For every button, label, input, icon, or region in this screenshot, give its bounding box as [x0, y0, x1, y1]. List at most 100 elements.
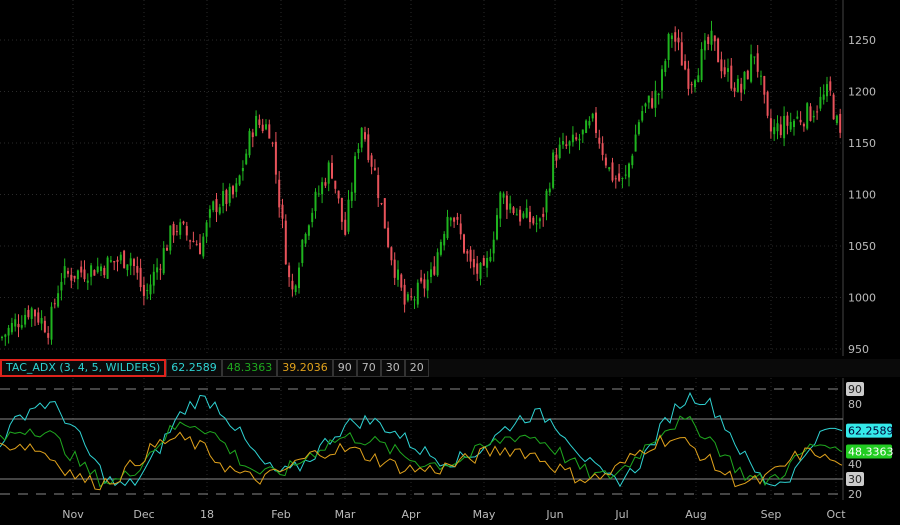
candle-body — [93, 270, 96, 276]
candle-body — [769, 118, 772, 132]
candle-body — [558, 144, 561, 159]
candle-body — [360, 127, 363, 148]
candle-body — [802, 123, 805, 127]
candle-body — [631, 155, 634, 166]
candle-body — [766, 92, 769, 116]
candle-body — [430, 269, 432, 278]
candle-body — [644, 103, 647, 107]
candle-body — [667, 34, 670, 60]
candle-body — [199, 242, 201, 255]
candle-body — [680, 42, 683, 66]
candle-body — [413, 299, 416, 301]
candle-body — [304, 233, 307, 244]
candle-body — [611, 162, 614, 181]
candle-body — [261, 124, 264, 131]
candle-body — [562, 141, 564, 145]
candle-body — [822, 94, 825, 100]
candle-body — [439, 241, 442, 255]
candle-body — [251, 132, 254, 138]
candle-body — [502, 193, 505, 198]
candle-body — [30, 308, 33, 319]
candle-body — [604, 157, 607, 166]
adx-value: 62.2589 — [166, 359, 222, 377]
candle-body — [294, 285, 297, 293]
candle-body — [522, 213, 525, 218]
candle-body — [27, 309, 30, 318]
candle-body — [614, 178, 617, 180]
candle-body — [670, 35, 673, 39]
candle-body — [383, 198, 386, 229]
candle-body — [433, 266, 436, 275]
candle-body — [661, 69, 663, 91]
candle-body — [235, 183, 238, 192]
study-label[interactable]: TAC_ADX (3, 4, 5, WILDERS) — [0, 359, 167, 377]
candle-body — [420, 277, 423, 282]
candle-body — [436, 252, 439, 276]
candle-body — [57, 293, 60, 307]
candle-body — [281, 204, 284, 219]
candle-body — [657, 93, 660, 96]
month-label: Jul — [615, 508, 629, 521]
candle-body — [390, 247, 393, 261]
candle-body — [208, 209, 211, 218]
candle-body — [733, 87, 736, 92]
candle-body — [575, 137, 578, 140]
price-chart[interactable]: 950 1000 1050 1100 1150 1200 1250 — [0, 0, 900, 356]
candle-body — [529, 211, 531, 223]
series-line-adx — [0, 391, 843, 488]
candle-body — [60, 281, 63, 291]
candle-body — [202, 236, 205, 257]
candle-body — [472, 258, 475, 268]
candle-body — [816, 111, 819, 113]
candle-body — [7, 327, 10, 336]
candle-body — [14, 319, 17, 327]
candle-body — [337, 190, 340, 199]
candle-body — [47, 333, 50, 338]
month-label: Aug — [685, 508, 707, 521]
candle-body — [796, 116, 799, 119]
y-tick-label: 90 — [848, 383, 862, 396]
candle-body — [568, 141, 571, 146]
candle-body — [598, 137, 601, 144]
candle-body — [113, 261, 116, 263]
adx-chart[interactable]: 80 40 90 30 20 62.2589 48.3363 — [0, 378, 900, 500]
candle-body — [608, 167, 611, 170]
candle-body — [505, 195, 508, 210]
month-label: Nov — [62, 508, 84, 521]
y-tick-box — [846, 382, 864, 396]
last-value-box — [846, 444, 892, 459]
candle-body — [245, 153, 248, 165]
candle-body — [453, 217, 456, 222]
y-tick-label: 1050 — [848, 240, 876, 253]
candle-body — [750, 54, 753, 82]
candle-body — [684, 61, 687, 70]
candle-body — [159, 268, 162, 270]
y-tick-label: 30 — [848, 473, 862, 486]
candle-body — [116, 259, 119, 262]
candle-body — [238, 175, 241, 185]
y-tick-label: 40 — [848, 458, 862, 471]
candle-body — [624, 174, 627, 176]
candle-body — [756, 53, 759, 72]
candle-body — [760, 75, 762, 77]
month-label: Feb — [271, 508, 291, 521]
y-tick-label: 950 — [848, 343, 869, 356]
candle-body — [677, 37, 680, 43]
candle-body — [370, 155, 373, 167]
candle-body — [469, 249, 472, 262]
candle-body — [103, 267, 106, 276]
candle-body — [136, 266, 139, 273]
y-tick-box — [846, 472, 864, 486]
candle-body — [819, 96, 822, 109]
candle-body — [651, 98, 654, 108]
candle-body — [271, 142, 274, 144]
candle-body — [307, 225, 310, 236]
candle-body — [334, 180, 337, 189]
candle-body — [634, 134, 637, 152]
candle-body — [555, 154, 558, 161]
candle-body — [123, 250, 126, 269]
last-value-label: 62.2589 — [848, 425, 894, 438]
candle-body — [446, 216, 449, 239]
candle-body — [773, 127, 776, 135]
candle-body — [713, 35, 716, 42]
